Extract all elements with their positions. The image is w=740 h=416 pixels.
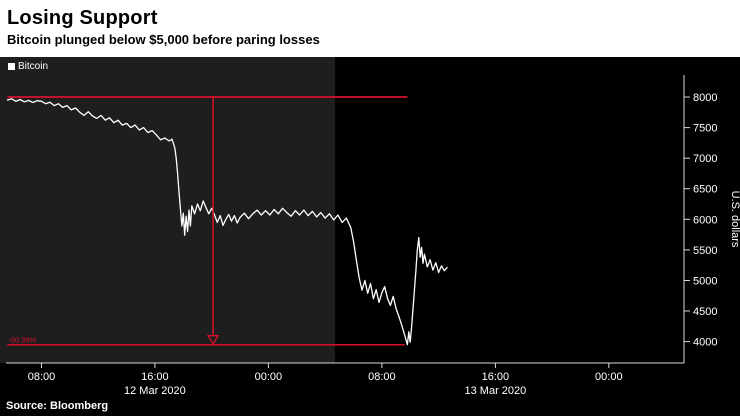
x-tick-label: 08:00	[28, 371, 56, 383]
y-tick-label: 5500	[693, 245, 717, 257]
chart-title: Losing Support	[7, 7, 158, 29]
legend: Bitcoin	[8, 61, 48, 72]
y-tick-label: 7000	[693, 153, 717, 165]
chart-header: Losing Support Bitcoin plunged below $5,…	[0, 0, 740, 57]
y-tick-label: 7500	[693, 123, 717, 135]
y-axis-title: U.S. dollars	[729, 191, 740, 248]
shaded-region	[0, 57, 336, 363]
axes-layer: 4000 4500 5000 5500 6000 6500 7000 7500 8000 08:0…	[6, 75, 717, 397]
legend-label: Bitcoin	[18, 61, 49, 72]
x-tick-label: 16:00	[141, 371, 169, 383]
drawdown-percent-label: -50.99%	[8, 336, 36, 345]
legend-swatch-icon	[8, 63, 15, 70]
y-tick-label: 4500	[693, 306, 717, 318]
x-tick-label: 00:00	[255, 371, 283, 383]
shade-layer	[0, 57, 336, 363]
source-credit: Source: Bloomberg	[6, 400, 109, 412]
y-tick-label: 5000	[693, 276, 717, 288]
drawdown-arrowhead-icon	[206, 335, 220, 346]
date-label: 13 Mar 2020	[465, 385, 527, 397]
y-tick-label: 8000	[693, 92, 717, 104]
series-layer	[6, 98, 448, 346]
x-tick-label: 00:00	[595, 371, 623, 383]
y-tick-label: 6500	[693, 184, 717, 196]
y-tick-label: 4000	[693, 337, 717, 349]
bitcoin-price-chart: 4000 4500 5000 5500 6000 6500 7000 7500 8000 08:0…	[0, 57, 740, 397]
price-line	[6, 98, 448, 346]
chart-subtitle: Bitcoin plunged below $5,000 before pari…	[7, 32, 320, 47]
chart-area: Bitcoin 4000 4500 5000 5500 6000 6500 7000 7500…	[0, 57, 740, 416]
annotation-layer: -50.99%	[7, 96, 408, 346]
x-tick-label: 16:00	[482, 371, 510, 383]
y-tick-label: 6000	[693, 214, 717, 226]
x-tick-label: 08:00	[368, 371, 396, 383]
date-label: 12 Mar 2020	[124, 385, 186, 397]
